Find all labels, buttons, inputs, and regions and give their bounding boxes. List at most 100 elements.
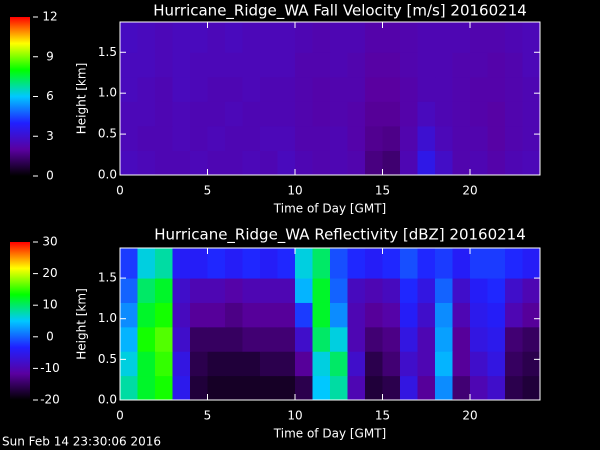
heatmap-cell [260,125,278,151]
y-tick-label: 0.5 [98,352,117,366]
heatmap-cell [260,302,278,328]
heatmap-cell [330,52,348,78]
heatmap-cell [312,101,331,127]
heatmap-cell [400,375,418,401]
heatmap-cell [487,150,506,176]
heatmap-cell [207,375,226,401]
heatmap-cell [312,22,331,53]
heatmap-cell [155,375,173,401]
colorbar-tick-label: 20 [42,266,57,280]
timestamp: Sun Feb 14 23:30:06 2016 [2,435,161,449]
heatmap-cell [172,351,191,377]
heatmap-cell [470,375,488,401]
heatmap-cell [487,125,506,151]
heatmap-cell [470,150,488,176]
heatmap-cell [347,302,366,328]
heatmap-cell [417,52,436,78]
heatmap-cell [330,125,348,151]
heatmap-cell [400,76,418,102]
heatmap-cell [137,278,156,303]
heatmap-cell [487,101,506,127]
heatmap-cell [277,302,296,328]
heatmap-cell [137,302,156,328]
heatmap-cell [522,302,541,328]
heatmap-cell [382,76,401,102]
heatmap-cell [347,375,366,401]
heatmap-cell [452,101,471,127]
heatmap-cell [347,125,366,151]
heatmap-cell [277,248,296,279]
heatmap-cell [277,101,296,127]
heatmap-cell [312,375,331,401]
heatmap-cell [207,76,226,102]
heatmap-cell [312,150,331,176]
heatmap-cell [452,150,471,176]
heatmap-cell [522,52,541,78]
heatmap-cell [470,351,488,377]
heatmap-cell [417,22,436,53]
y-tick-label: 0.5 [98,127,117,141]
heatmap-cell [155,22,173,53]
y-tick-label: 1.5 [98,271,117,285]
heatmap-cell [365,351,383,377]
heatmap-cell [505,302,523,328]
heatmap-cell [330,101,348,127]
heatmap-cell [260,351,278,377]
heatmap-cell [190,351,208,377]
x-axis-label: Time of Day [GMT] [273,427,386,441]
heatmap-cell [417,326,436,352]
heatmap-cell [347,278,366,303]
heatmap-cell [172,22,191,53]
heatmap-cell [522,248,541,279]
y-axis-label: Height [km] [75,63,89,134]
x-tick-label: 5 [204,184,212,198]
heatmap-cell [207,52,226,78]
heatmap-cell [347,351,366,377]
heatmap-cell [155,326,173,352]
heatmap-cell [155,351,173,377]
y-tick-label: 1.0 [98,311,117,325]
heatmap-cell [277,375,296,401]
heatmap-cell [190,302,208,328]
heatmap-cell [330,150,348,176]
heatmap-cell [120,125,138,151]
heatmap-cell [382,22,401,53]
heatmap-cell [242,326,261,352]
heatmap-cell [400,101,418,127]
heatmap-cell [470,326,488,352]
heatmap-cell [470,22,488,53]
y-tick-label: 1.0 [98,86,117,100]
colorbar-tick-label: 0 [46,169,54,183]
heatmap-cell [190,76,208,102]
heatmap-cell [382,375,401,401]
heatmap-cell [505,278,523,303]
heatmap-cell [522,76,541,102]
heatmap-cell [522,150,541,176]
heatmap-cell [295,302,313,328]
heatmap-cell [487,76,506,102]
heatmap-cell [155,52,173,78]
heatmap-cell [417,125,436,151]
heatmap-cell [190,125,208,151]
heatmap-cell [347,101,366,127]
heatmap-cell [137,101,156,127]
heatmap-cell [487,278,506,303]
plot-frame [119,247,541,401]
heatmap-cell [470,248,488,279]
heatmap-cell [207,125,226,151]
heatmap-cell [277,150,296,176]
heatmap-cell [487,22,506,53]
heatmap-cell [260,375,278,401]
y-tick-label: 0.0 [98,393,117,407]
heatmap-cell [505,150,523,176]
colorbar [10,242,30,400]
heatmap-cell [382,278,401,303]
heatmap-cell [400,351,418,377]
colorbar-tick-label: 12 [42,10,57,24]
heatmap-cell [470,125,488,151]
x-tick-label: 20 [462,409,477,423]
heatmap-cell [137,125,156,151]
x-axis-label: Time of Day [GMT] [273,202,386,216]
heatmap-cell [417,278,436,303]
heatmap-cell [155,278,173,303]
